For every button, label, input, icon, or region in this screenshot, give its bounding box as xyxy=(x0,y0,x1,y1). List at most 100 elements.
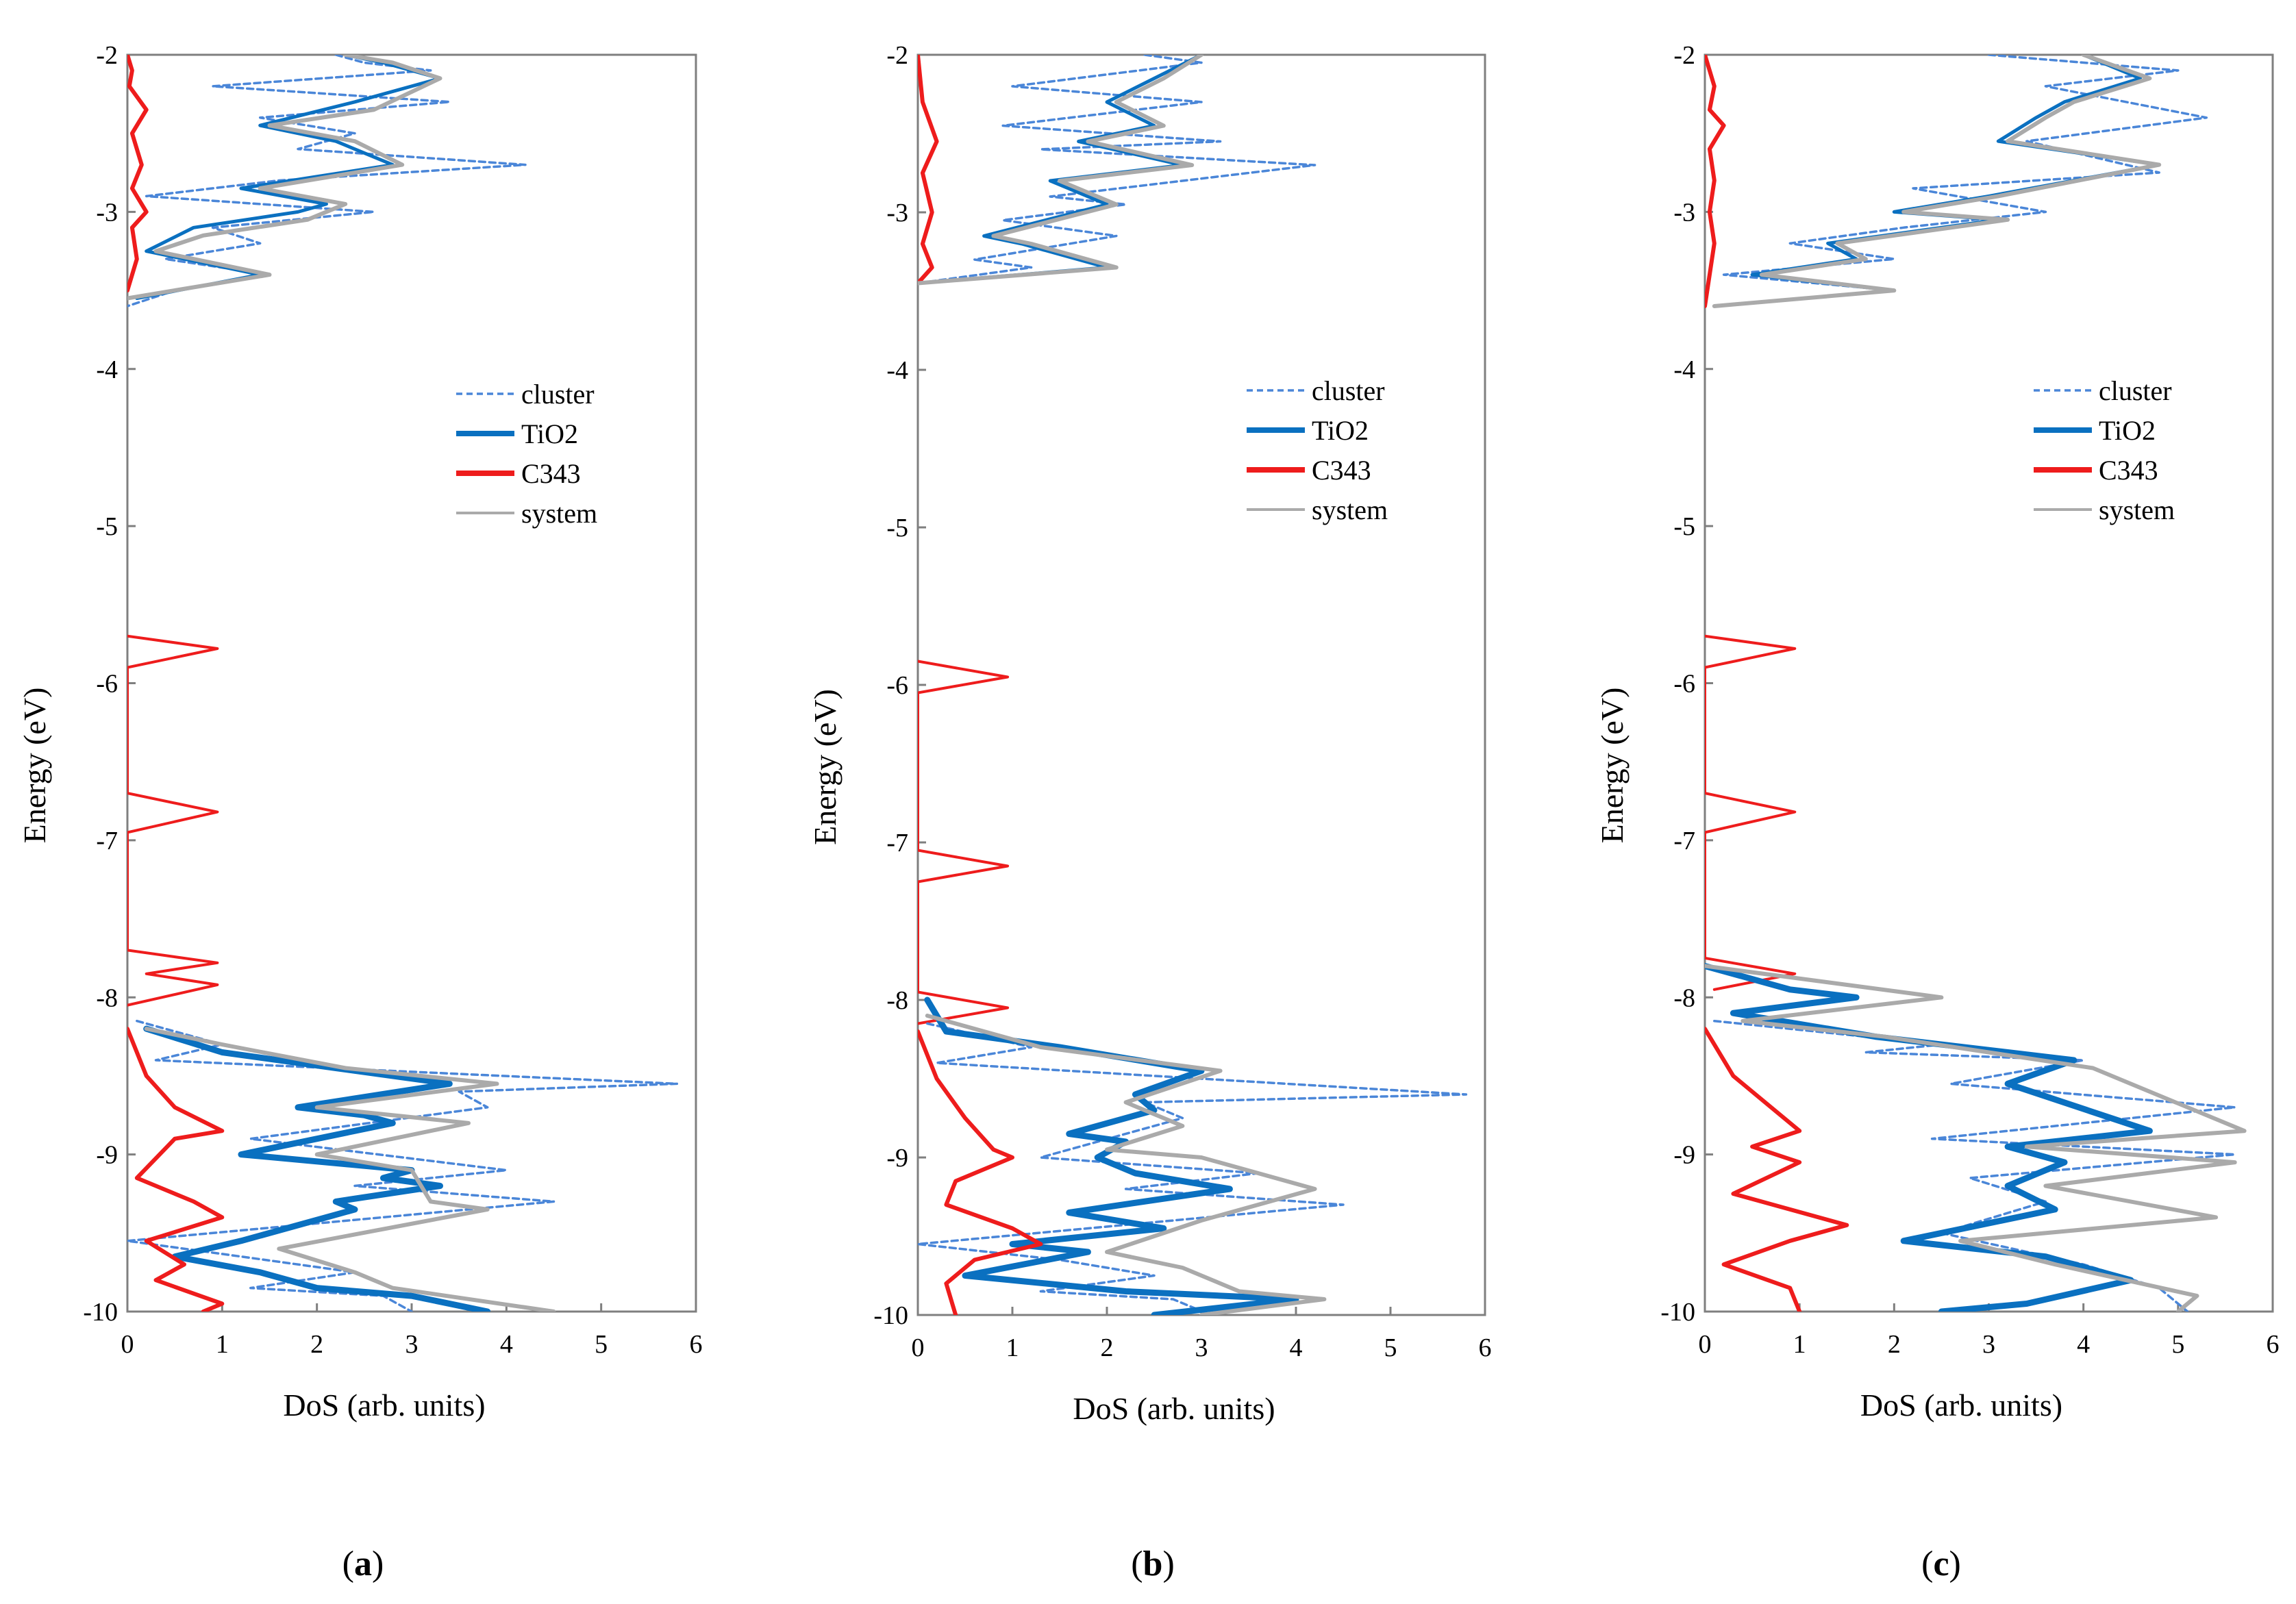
x-tick-label: 0 xyxy=(1699,1330,1712,1359)
chart-panel-a: -2 -3 -4 -5 -6 -7 -8 -9 -100 1 2 3 4 5 6 DoS (arb. unit… xyxy=(17,41,703,1423)
y-tick-label: -4 xyxy=(886,356,908,385)
panel-label-letter: a xyxy=(354,1544,372,1583)
x-tick-label: 1 xyxy=(1793,1330,1806,1359)
panel-label-letter: b xyxy=(1143,1544,1163,1583)
y-tick-label: -9 xyxy=(1673,1141,1695,1170)
series-line-cluster xyxy=(127,55,527,308)
y-axis-title: Energy (eV) xyxy=(1595,688,1630,844)
plot-frame xyxy=(126,53,697,1313)
plot-area xyxy=(127,55,679,1312)
panel-label-c: (c) xyxy=(1921,1544,1961,1583)
series-line-system xyxy=(1705,964,2247,1312)
legend-label-c343: C343 xyxy=(1312,455,1371,486)
x-tick-label: 3 xyxy=(1195,1333,1208,1362)
y-tick-label: -10 xyxy=(1660,1298,1695,1327)
x-tick-label: 0 xyxy=(121,1330,134,1359)
y-axis-title: Energy (eV) xyxy=(17,688,52,844)
series-line-system xyxy=(918,55,1203,286)
panel-label-letter: c xyxy=(1933,1544,1949,1583)
y-tick-label: -8 xyxy=(886,986,908,1015)
panel-label-a: (a) xyxy=(342,1544,384,1583)
y-tick-label: -7 xyxy=(886,829,908,857)
legend-label-cluster: cluster xyxy=(2099,375,2172,406)
series-line-c343 xyxy=(127,55,149,293)
x-tick-label: 4 xyxy=(1290,1333,1303,1362)
x-tick-label: 6 xyxy=(690,1330,703,1359)
legend-label-tio2: TiO2 xyxy=(521,418,578,449)
series-line-c343 xyxy=(1705,634,1797,991)
series-line-system xyxy=(1712,55,2162,308)
x-tick-label: 2 xyxy=(310,1330,323,1359)
y-tick-label: -3 xyxy=(96,198,118,227)
series-line-system xyxy=(127,55,442,301)
x-tick-label: 5 xyxy=(2171,1330,2184,1359)
panel-label-open: ( xyxy=(1921,1544,1933,1583)
y-axis-title: Energy (eV) xyxy=(808,689,843,845)
panel-label-close: ) xyxy=(372,1544,384,1583)
series-line-cluster xyxy=(1713,1019,2236,1312)
x-tick-label: 3 xyxy=(1982,1330,1995,1359)
series-line-cluster xyxy=(918,55,1317,285)
plot-area xyxy=(918,55,1468,1315)
series-line-c343 xyxy=(918,55,939,286)
series-line-tio2 xyxy=(1712,55,2161,308)
series-line-tio2 xyxy=(924,997,1299,1315)
series-line-tio2 xyxy=(143,1025,491,1312)
y-tick-label: -6 xyxy=(96,670,118,699)
x-tick-label: 5 xyxy=(1384,1333,1397,1362)
x-tick-label: 3 xyxy=(405,1330,419,1359)
x-tick-label: 4 xyxy=(2077,1330,2090,1359)
y-tick-label: -6 xyxy=(1673,670,1695,699)
series-line-tio2 xyxy=(135,55,442,300)
x-tick-label: 2 xyxy=(1888,1330,1901,1359)
x-tick-label: 5 xyxy=(595,1330,608,1359)
series-line-tio2 xyxy=(1705,962,2153,1312)
panel-label-close: ) xyxy=(1949,1544,1961,1583)
y-tick-label: -3 xyxy=(886,199,908,227)
legend-label-c343: C343 xyxy=(2099,455,2158,486)
series-line-c343 xyxy=(1705,1027,1849,1312)
series-line-c343 xyxy=(1705,55,1726,308)
y-tick-label: -8 xyxy=(1673,983,1695,1012)
x-tick-label: 0 xyxy=(912,1333,925,1362)
x-tick-label: 1 xyxy=(1006,1333,1019,1362)
x-tick-label: 6 xyxy=(1479,1333,1492,1362)
series-line-c343 xyxy=(127,1027,225,1312)
y-tick-label: -2 xyxy=(886,41,908,70)
y-tick-label: -9 xyxy=(96,1141,118,1170)
series-line-c343 xyxy=(127,634,219,1007)
series-line-cluster xyxy=(1713,55,2208,308)
chart-panel-b: -2 -3 -4 -5 -6 -7 -8 -9 -100 1 2 3 4 5 6 DoS (arb. unit… xyxy=(808,41,1492,1426)
x-axis-title: DoS (arb. units) xyxy=(1860,1388,2062,1423)
legend-label-c343: C343 xyxy=(521,458,581,489)
x-tick-label: 1 xyxy=(216,1330,229,1359)
legend-label-system: system xyxy=(1312,494,1388,525)
panel-label-b: (b) xyxy=(1131,1544,1175,1583)
legend-label-system: system xyxy=(521,498,597,529)
x-axis-title: DoS (arb. units) xyxy=(1073,1391,1275,1426)
series-line-c343 xyxy=(918,1029,1043,1315)
y-tick-label: -4 xyxy=(96,355,118,384)
y-tick-label: -5 xyxy=(1673,512,1695,541)
x-tick-label: 2 xyxy=(1101,1333,1114,1362)
legend-label-system: system xyxy=(2099,494,2175,525)
series-line-cluster xyxy=(127,1019,679,1312)
plot-frame xyxy=(916,53,1486,1316)
y-tick-label: -8 xyxy=(96,983,118,1012)
x-axis-title: DoS (arb. units) xyxy=(283,1388,485,1423)
legend-label-tio2: TiO2 xyxy=(2099,415,2156,446)
panel-label-open: ( xyxy=(1131,1544,1143,1583)
series-line-c343 xyxy=(918,660,1010,1025)
y-tick-label: -10 xyxy=(873,1301,908,1330)
legend-label-tio2: TiO2 xyxy=(1312,415,1369,446)
panel-label-open: ( xyxy=(342,1544,354,1583)
panel-label-close: ) xyxy=(1162,1544,1174,1583)
y-tick-label: -7 xyxy=(1673,827,1695,855)
y-tick-label: -10 xyxy=(83,1298,118,1327)
x-tick-label: 6 xyxy=(2267,1330,2280,1359)
legend-label-cluster: cluster xyxy=(1312,375,1385,406)
y-tick-label: -5 xyxy=(886,514,908,542)
y-tick-label: -2 xyxy=(96,41,118,70)
x-tick-label: 4 xyxy=(500,1330,513,1359)
